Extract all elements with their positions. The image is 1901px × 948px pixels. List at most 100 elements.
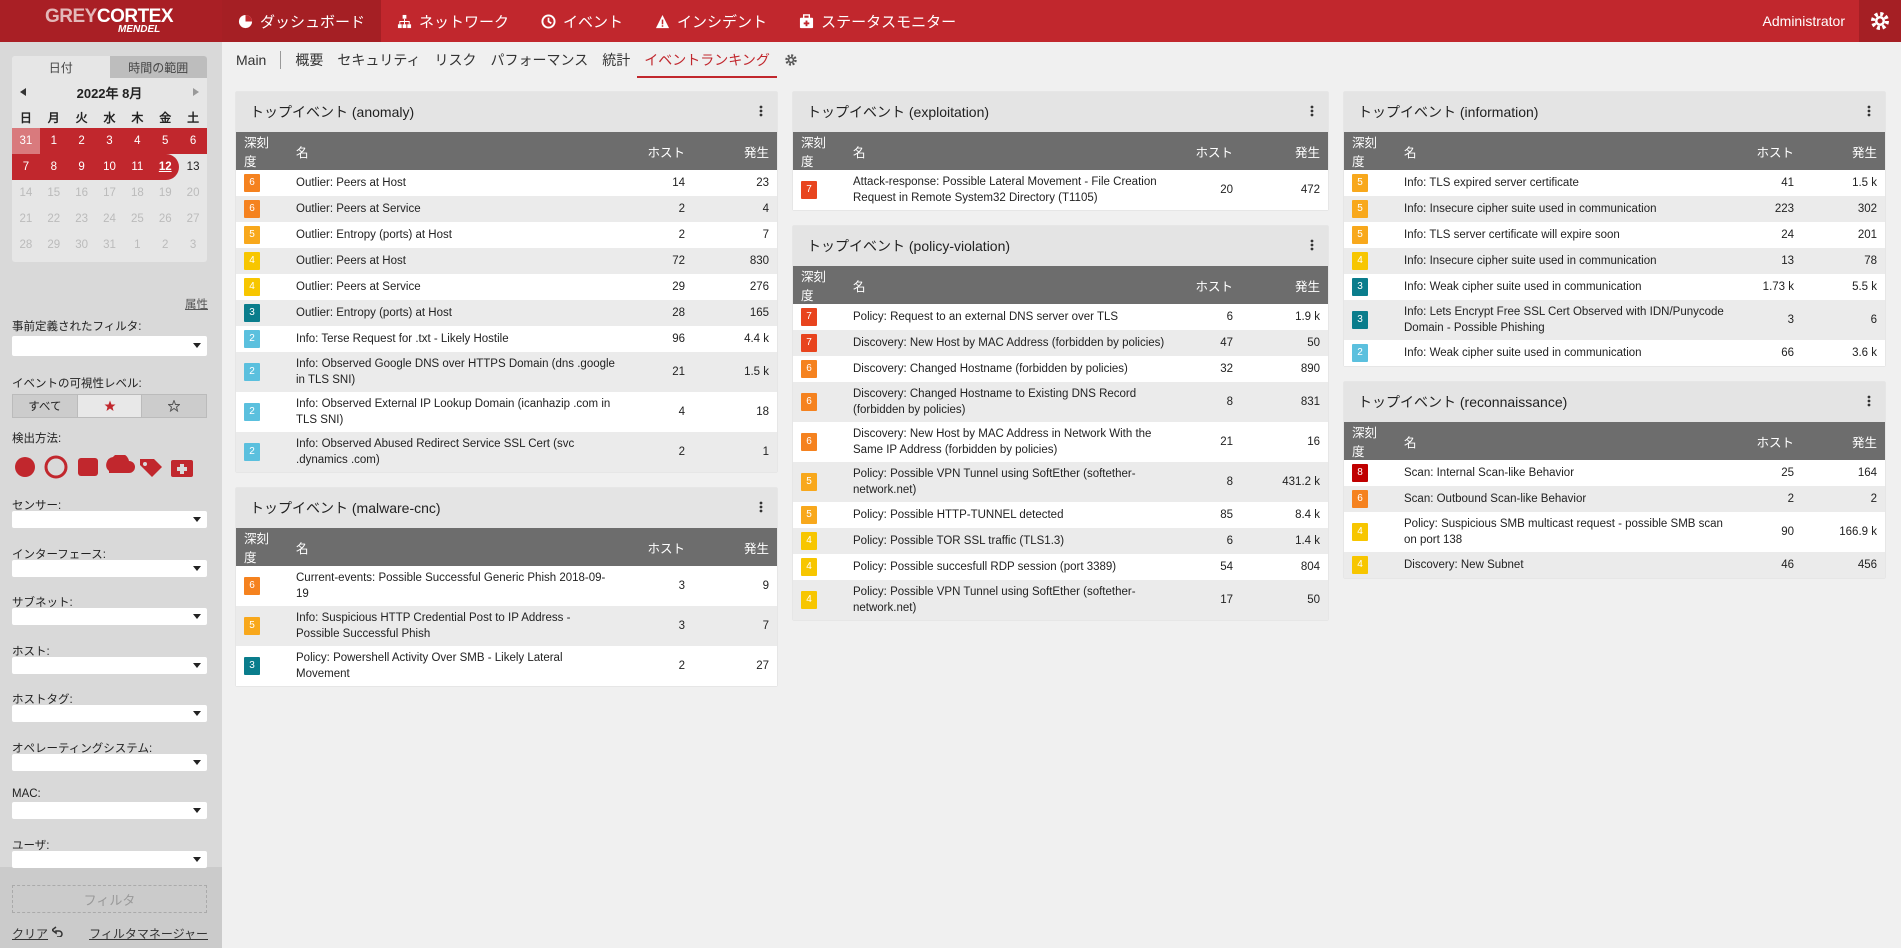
event-row[interactable]: 6 Discovery: Changed Hostname to Existing…	[793, 382, 1328, 422]
event-row[interactable]: 4 Policy: Possible VPN Tunnel using SoftE…	[793, 580, 1328, 620]
event-row[interactable]: 4 Info: Insecure cipher suite used in com…	[1344, 248, 1885, 274]
clear-link[interactable]: クリア	[12, 927, 49, 941]
column-header[interactable]: 深刻度	[1344, 422, 1396, 460]
event-row[interactable]: 4 Discovery: New Subnet 46 456	[1344, 552, 1885, 578]
event-row[interactable]: 6 Current-events: Possible Successful Gen…	[236, 566, 777, 606]
calendar-day[interactable]: 28	[19, 239, 33, 251]
event-row[interactable]: 6 Discovery: New Host by MAC Address in N…	[793, 422, 1328, 462]
calendar-day[interactable]: 7	[12, 154, 40, 180]
panel-menu[interactable]	[759, 500, 763, 516]
event-row[interactable]: 4 Policy: Possible TOR SSL traffic (TLS1.…	[793, 528, 1328, 554]
calendar-day[interactable]: 5	[151, 128, 180, 154]
event-row[interactable]: 5 Policy: Possible VPN Tunnel using SoftE…	[793, 462, 1328, 502]
calendar-day[interactable]: 2	[67, 128, 96, 154]
calendar-day[interactable]: 26	[158, 213, 172, 225]
filter-select[interactable]	[12, 656, 207, 674]
calendar-day[interactable]: 3	[95, 128, 124, 154]
calendar-day[interactable]: 1	[39, 128, 68, 154]
sub-nav-tab[interactable]: リスク	[434, 52, 477, 68]
sub-nav-tab[interactable]: 統計	[602, 52, 631, 68]
filter-manager-link[interactable]: フィルタマネージャー	[89, 927, 208, 941]
column-header[interactable]: 深刻度	[793, 266, 845, 304]
column-header[interactable]: 名	[845, 132, 1175, 170]
event-row[interactable]: 7 Discovery: New Host by MAC Address (for…	[793, 330, 1328, 356]
calendar-day[interactable]: 3	[189, 239, 197, 251]
event-row[interactable]: 2 Info: Weak cipher suite used in communi…	[1344, 340, 1885, 366]
event-row[interactable]: 2 Info: Observed Abused Redirect Service …	[236, 432, 777, 472]
calendar-day[interactable]: 8	[39, 154, 68, 180]
calendar-day[interactable]: 25	[130, 213, 144, 225]
event-row[interactable]: 6 Scan: Outbound Scan-like Behavior 2 2	[1344, 486, 1885, 512]
column-header[interactable]: 発生	[1241, 266, 1328, 304]
event-row[interactable]: 7 Attack-response: Possible Lateral Movem…	[793, 170, 1328, 210]
tab-date[interactable]: 日付	[12, 56, 110, 78]
panel-menu[interactable]	[1867, 104, 1871, 120]
calendar-day[interactable]: 15	[47, 187, 61, 199]
tab-range[interactable]: 時間の範囲	[109, 56, 207, 78]
column-header[interactable]: 名	[1396, 422, 1736, 460]
column-header[interactable]: ホスト	[1736, 422, 1802, 460]
event-row[interactable]: 5 Policy: Possible HTTP-TUNNEL detected 85…	[793, 502, 1328, 528]
event-row[interactable]: 5 Info: Insecure cipher suite used in com…	[1344, 196, 1885, 222]
filter-button[interactable]: フィルタ	[12, 885, 207, 913]
column-header[interactable]: ホスト	[1736, 132, 1802, 170]
settings-button[interactable]	[1859, 0, 1901, 42]
logo[interactable]: GREYCORTEX MENDEL	[0, 0, 222, 42]
calendar-day[interactable]: 10	[95, 154, 124, 180]
calendar-day[interactable]: 16	[75, 187, 89, 199]
event-row[interactable]: 4 Policy: Possible succesfull RDP session…	[793, 554, 1328, 580]
calendar-day[interactable]: 18	[130, 187, 144, 199]
event-row[interactable]: 5 Info: Suspicious HTTP Credential Post t…	[236, 606, 777, 646]
event-row[interactable]: 4 Outlier: Peers at Host 72 830	[236, 248, 777, 274]
calendar-day[interactable]: 11	[123, 154, 152, 180]
prev-month[interactable]	[20, 88, 26, 96]
filter-select[interactable]	[12, 753, 207, 771]
column-header[interactable]: 名	[288, 132, 623, 170]
column-header[interactable]: 発生	[693, 528, 777, 566]
calendar-day[interactable]: 1	[134, 239, 141, 251]
event-row[interactable]: 7 Policy: Request to an external DNS serv…	[793, 304, 1328, 330]
panel-menu[interactable]	[1310, 104, 1314, 120]
event-row[interactable]: 4 Policy: Suspicious SMB multicast reques…	[1344, 512, 1885, 552]
calendar-day[interactable]: 9	[67, 154, 96, 180]
calendar-day[interactable]: 24	[103, 213, 116, 225]
event-row[interactable]: 3 Outlier: Entropy (ports) at Host 28 165	[236, 300, 777, 326]
calendar-day[interactable]: 13	[186, 161, 200, 173]
calendar-day[interactable]: 29	[47, 239, 61, 251]
filter-select[interactable]	[12, 608, 207, 625]
event-row[interactable]: 4 Outlier: Peers at Service 29 276	[236, 274, 777, 300]
nav-item[interactable]: ステータスモニター	[783, 0, 972, 42]
event-row[interactable]: 2 Info: Observed External IP Lookup Domai…	[236, 392, 777, 432]
calendar-day[interactable]: 12	[151, 154, 180, 180]
calendar-day[interactable]: 21	[19, 213, 33, 225]
column-header[interactable]: ホスト	[623, 132, 693, 170]
event-row[interactable]: 3 Policy: Powershell Activity Over SMB - …	[236, 646, 777, 686]
calendar-day[interactable]: 2	[162, 239, 169, 251]
event-row[interactable]: 8 Scan: Internal Scan-like Behavior 25 164	[1344, 460, 1885, 486]
calendar-day[interactable]: 31	[12, 128, 40, 154]
column-header[interactable]: 深刻度	[236, 528, 288, 566]
panel-menu[interactable]	[1310, 238, 1314, 254]
filter-select[interactable]	[12, 559, 207, 577]
calendar-day[interactable]: 17	[103, 187, 116, 199]
panel-menu[interactable]	[1867, 394, 1871, 410]
event-row[interactable]: 5 Info: TLS server certificate will expir…	[1344, 222, 1885, 248]
event-row[interactable]: 3 Info: Weak cipher suite used in communi…	[1344, 274, 1885, 300]
sub-nav-tab[interactable]: Main	[236, 51, 282, 69]
filter-select[interactable]	[12, 850, 207, 868]
calendar-day[interactable]: 31	[103, 239, 116, 251]
event-row[interactable]: 6 Discovery: Changed Hostname (forbidden …	[793, 356, 1328, 382]
column-header[interactable]: ホスト	[1175, 132, 1241, 170]
visibility-unstarred[interactable]	[142, 395, 207, 417]
event-row[interactable]: 2 Info: Terse Request for .txt - Likely H…	[236, 326, 777, 352]
nav-item[interactable]: ネットワーク	[381, 0, 525, 42]
calendar-day[interactable]: 30	[75, 239, 89, 251]
calendar-day[interactable]: 20	[186, 187, 200, 199]
nav-item[interactable]: イベント	[525, 0, 639, 42]
detection-icons[interactable]	[14, 455, 204, 479]
calendar-day[interactable]: 23	[75, 213, 89, 225]
nav-item[interactable]: インシデント	[639, 0, 783, 42]
event-row[interactable]: 6 Outlier: Peers at Service 2 4	[236, 196, 777, 222]
predefined-select[interactable]	[12, 336, 207, 356]
column-header[interactable]: ホスト	[623, 528, 693, 566]
